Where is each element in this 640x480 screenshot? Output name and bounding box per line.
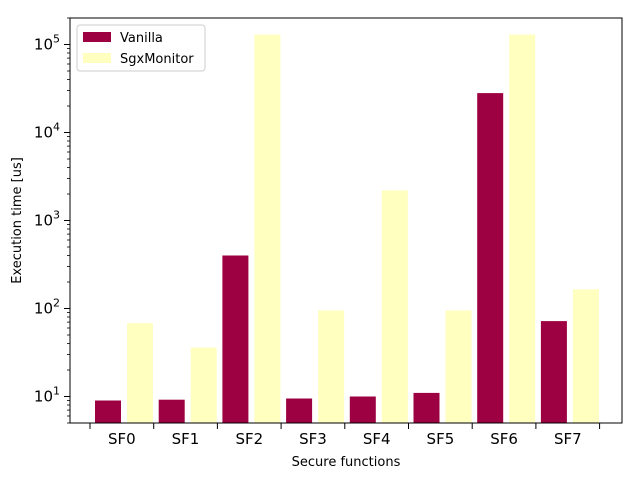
x-tick-label: SF6 bbox=[490, 430, 518, 448]
y-tick-exponent: 5 bbox=[53, 33, 60, 46]
y-tick-base: 10 bbox=[34, 36, 53, 54]
y-tick-base: 10 bbox=[34, 388, 53, 406]
legend-swatch-sgxmonitor bbox=[83, 53, 111, 63]
legend-swatch-vanilla bbox=[83, 32, 111, 42]
bar-sgxmonitor-sf0 bbox=[127, 323, 153, 423]
legend-label-sgxmonitor: SgxMonitor bbox=[120, 52, 194, 67]
y-axis-label: Execution time [us] bbox=[10, 157, 25, 284]
bar-vanilla-sf5 bbox=[413, 392, 440, 423]
x-tick-label: SF7 bbox=[554, 430, 582, 448]
y-tick-base: 10 bbox=[34, 300, 53, 318]
bar-vanilla-sf2 bbox=[222, 255, 249, 423]
bar-sgxmonitor-sf6 bbox=[509, 34, 536, 423]
y-tick-base: 10 bbox=[34, 124, 53, 142]
bar-vanilla-sf0 bbox=[95, 400, 121, 423]
bar-vanilla-sf6 bbox=[477, 93, 504, 423]
y-tick-label: 101 bbox=[34, 385, 60, 406]
x-tick-label: SF0 bbox=[108, 430, 136, 448]
y-tick-label: 103 bbox=[34, 209, 60, 230]
bar-sgxmonitor-sf2 bbox=[254, 34, 281, 423]
y-tick-base: 10 bbox=[34, 212, 53, 230]
x-tick-label: SF2 bbox=[235, 430, 263, 448]
y-tick-exponent: 4 bbox=[53, 121, 60, 134]
bar-vanilla-sf4 bbox=[349, 396, 376, 423]
y-tick-exponent: 1 bbox=[53, 385, 60, 398]
x-axis: SF0 SF1 SF2 SF3 SF4 SF5 SF6 SF7 bbox=[89, 423, 601, 448]
bar-vanilla-sf7 bbox=[540, 321, 567, 423]
bar-sgxmonitor-sf5 bbox=[445, 310, 472, 423]
y-tick-label: 105 bbox=[34, 33, 60, 54]
bar-vanilla-sf3 bbox=[286, 398, 313, 423]
x-tick-label: SF3 bbox=[299, 430, 327, 448]
x-tick-label: SF4 bbox=[363, 430, 391, 448]
y-tick-exponent: 3 bbox=[53, 209, 60, 222]
x-axis-label: Secure functions bbox=[292, 455, 401, 470]
y-tick-label: 104 bbox=[34, 121, 60, 142]
legend: Vanilla SgxMonitor bbox=[76, 24, 206, 72]
bar-sgxmonitor-sf3 bbox=[318, 310, 345, 423]
bar-sgxmonitor-sf1 bbox=[190, 347, 217, 423]
x-tick-label: SF5 bbox=[427, 430, 455, 448]
bar-sgxmonitor-sf7 bbox=[572, 289, 599, 423]
bar-vanilla-sf1 bbox=[158, 399, 185, 423]
bar-sgxmonitor-sf4 bbox=[381, 190, 408, 423]
y-tick-label: 102 bbox=[34, 297, 60, 318]
x-tick-label: SF1 bbox=[172, 430, 200, 448]
legend-label-vanilla: Vanilla bbox=[120, 31, 163, 46]
y-tick-exponent: 2 bbox=[53, 297, 60, 310]
bars-group bbox=[95, 34, 599, 423]
